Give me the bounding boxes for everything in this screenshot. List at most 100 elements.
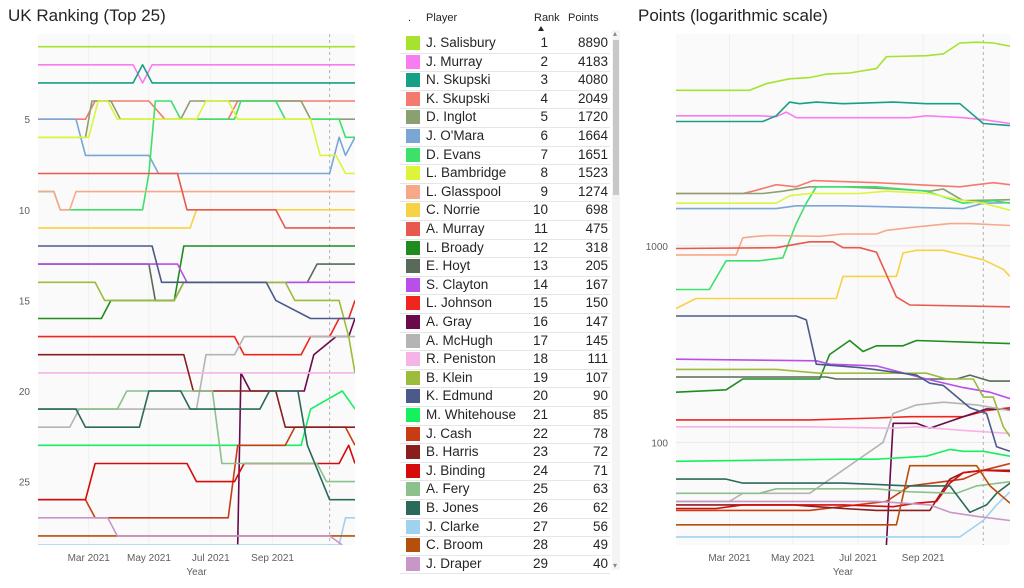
table-row[interactable]: J. Murray 2 4183 [400,53,610,73]
color-swatch [406,538,420,553]
series-line-l-glasspool [38,190,355,211]
player-points: 56 [592,518,608,534]
series-line-a-murray [38,172,355,229]
rank-column-header[interactable]: Rank [534,12,560,24]
x-tick-label: Mar 2021 [708,553,751,564]
series-line-k-edmund [676,315,1010,453]
player-rank: 7 [540,146,548,162]
scroll-down-icon[interactable]: ▾ [613,561,618,570]
table-row[interactable]: D. Evans 7 1651 [400,146,610,166]
series-group [38,45,355,545]
table-row[interactable]: B. Harris 23 72 [400,443,610,463]
table-row[interactable]: K. Edmund 20 90 [400,387,610,407]
color-swatch [406,333,420,348]
table-row[interactable]: S. Clayton 14 167 [400,276,610,296]
series-line-b-harris [38,353,355,429]
player-rank: 12 [532,239,548,255]
color-swatch [406,482,420,497]
table-row[interactable]: A. Murray 11 475 [400,220,610,240]
scroll-up-icon[interactable]: ▴ [613,29,618,38]
points-chart[interactable]: Mar 2021 May 2021 Jul 2021 Sep 2021 Year 100 1… [632,28,1022,588]
player-rank: 4 [540,90,548,106]
plot-area [38,34,355,545]
player-rank: 11 [533,221,548,236]
player-name: J. Draper [426,555,482,571]
table-row[interactable]: C. Norrie 10 698 [400,201,610,221]
ranking-chart[interactable]: Mar 2021 May 2021 Jul 2021 Sep 2021 Year 5 10 1… [0,28,380,588]
table-row[interactable]: J. Cash 22 78 [400,425,610,445]
player-rank: 1 [540,35,548,50]
series-line-j-draper [676,500,1010,522]
left-chart-title: UK Ranking (Top 25) [8,6,166,25]
table-row[interactable]: L. Bambridge 8 1523 [400,164,610,184]
player-points: 4183 [577,53,608,69]
color-swatch [406,110,420,125]
points-column-header[interactable]: Points [568,12,599,24]
series-line-n-skupski [38,63,355,84]
series-line-d-inglot [676,186,1010,202]
player-rank: 29 [532,555,548,571]
table-row[interactable]: L. Johnson 15 150 [400,294,610,314]
player-rank: 23 [532,444,548,460]
x-axis-label: Year [833,567,854,578]
player-points: 147 [585,314,608,329]
player-rank: 9 [540,183,548,199]
table-row[interactable]: C. Broom 28 49 [400,536,610,556]
table-row[interactable]: D. Inglot 5 1720 [400,108,610,128]
table-row[interactable]: E. Hoyt 13 205 [400,257,610,277]
table-row[interactable]: M. Whitehouse 21 85 [400,406,610,426]
series-line-b-klein [676,368,1010,437]
color-swatch [406,408,420,422]
color-column-header[interactable]: . [408,12,412,24]
player-points: 167 [585,276,608,292]
series-line-j-binding [676,469,1010,510]
player-column-header[interactable]: Player [426,12,458,24]
x-axis-label: Year [186,567,207,578]
table-row[interactable]: A. McHugh 17 145 [400,332,610,352]
series-line-j-binding [38,444,355,501]
player-rank: 18 [532,351,548,367]
series-line-l-bambridge [676,190,1010,211]
color-swatch [406,556,420,571]
player-name: K. Edmund [426,388,493,404]
table-scrollbar[interactable]: ▴ ▾ [612,30,620,570]
scroll-thumb[interactable] [613,40,619,195]
color-swatch [406,370,420,385]
table-row[interactable]: A. Gray 16 147 [400,313,610,333]
table-row[interactable]: J. Draper 29 40 [400,555,610,575]
table-row[interactable]: K. Skupski 4 2049 [400,90,610,110]
series-line-a-fery [676,480,1010,495]
player-name: J. Murray [426,53,483,69]
table-row[interactable]: B. Klein 19 107 [400,369,610,389]
player-points: 1523 [577,165,608,181]
x-tick-label: May 2021 [127,553,171,564]
table-row[interactable]: J. O'Mara 6 1664 [400,127,610,147]
player-name: A. McHugh [426,332,493,348]
player-name: L. Glasspool [426,183,502,199]
color-swatch [406,426,420,441]
x-tick-label: Mar 2021 [68,553,111,564]
table-row[interactable]: B. Jones 26 62 [400,499,610,519]
player-rank: 10 [532,202,548,218]
player-rank: 2 [540,53,548,69]
table-row[interactable]: R. Peniston 18 111 [400,350,610,370]
x-tick-label: Sep 2021 [902,553,945,564]
table-row[interactable]: L. Broady 12 318 [400,239,610,259]
table-row[interactable]: J. Binding 24 71 [400,462,610,482]
table-row[interactable]: A. Fery 25 63 [400,480,610,500]
table-row[interactable]: J. Salisbury 1 8890 [400,34,610,54]
player-points: 150 [585,295,608,311]
y-tick-label: 5 [24,115,30,126]
player-points: 1274 [577,183,608,199]
player-rank: 3 [540,72,548,88]
table-row[interactable]: N. Skupski 3 4080 [400,71,610,91]
table-row[interactable]: J. Clarke 27 56 [400,518,610,538]
series-line-c-broom [676,464,1010,526]
player-points: 1664 [577,128,608,143]
player-name: L. Johnson [426,295,493,311]
player-name: A. Murray [426,221,485,236]
player-points: 49 [592,537,608,553]
table-row[interactable]: L. Glasspool 9 1274 [400,183,610,203]
player-rank: 25 [532,481,548,497]
player-name: M. Whitehouse [426,407,517,422]
